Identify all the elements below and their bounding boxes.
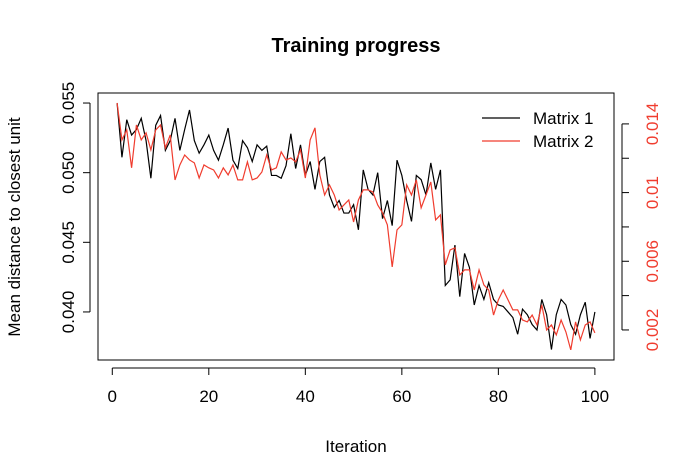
x-tick-label: 20 [199, 387, 218, 406]
x-tick-label: 40 [296, 387, 315, 406]
chart-title: Training progress [272, 35, 441, 57]
x-axis-label: Iteration [325, 437, 386, 456]
x-tick-label: 80 [489, 387, 508, 406]
x-tick-label: 60 [392, 387, 411, 406]
legend-label: Matrix 2 [533, 132, 593, 151]
x-tick-label: 0 [108, 387, 117, 406]
series-line [116, 102, 596, 350]
y2-tick-label: 0.002 [643, 309, 662, 352]
series-line [116, 102, 596, 351]
plot-box [97, 92, 615, 361]
y2-tick-label: 0.01 [643, 176, 662, 209]
y-tick-label: 0.040 [59, 291, 78, 334]
x-tick-label: 100 [581, 387, 609, 406]
y-axis-label: Mean distance to closest unit [5, 117, 24, 337]
y2-tick-label: 0.006 [643, 240, 662, 283]
y-tick-label: 0.055 [59, 82, 78, 125]
y-tick-label: 0.050 [59, 151, 78, 194]
y2-tick-label: 0.014 [643, 103, 662, 146]
y-tick-label: 0.045 [59, 221, 78, 264]
legend-label: Matrix 1 [533, 109, 593, 128]
